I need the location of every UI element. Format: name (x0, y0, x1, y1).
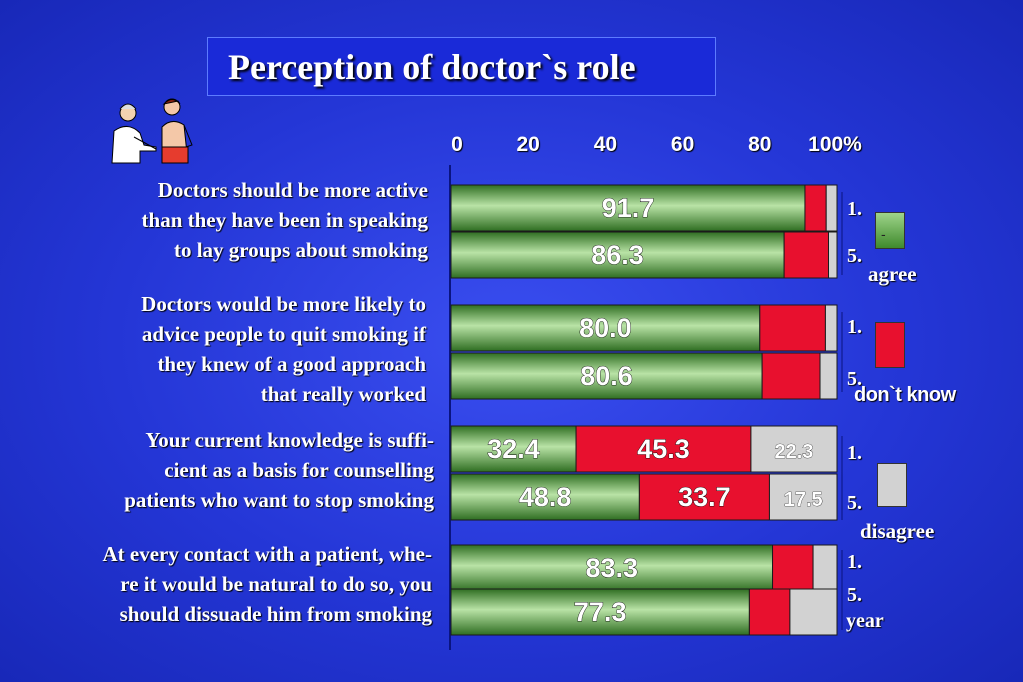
year-label-g4-fifth: 5. (847, 584, 862, 606)
data-label: 48.8 (519, 482, 572, 512)
x-tick-label: 60 (670, 133, 695, 156)
bar-segment-agree (450, 425, 577, 473)
question-label-2: Doctors would be more likely to advice pe… (141, 292, 426, 406)
data-label: 86.3 (591, 240, 644, 270)
x-tick-label: 80 (748, 133, 772, 156)
bar-segment-dont-know (804, 184, 827, 232)
data-label: 80.0 (579, 313, 632, 343)
bar-segment-dont-know (638, 473, 770, 521)
bar-segment-agree (450, 184, 806, 232)
bar-segment-dont-know (575, 425, 752, 473)
year-label-g3-fifth: 5. (847, 492, 862, 514)
data-label: 22.3 (774, 441, 813, 463)
year-label-g3-first: 1. (847, 442, 862, 464)
data-label: 45.3 (637, 434, 690, 464)
legend-agree-mark: - (881, 226, 886, 242)
bar-segment-agree (450, 231, 785, 279)
bar-segment-dont-know (761, 352, 821, 400)
legend-swatch-dont-know (875, 322, 905, 368)
x-tick-label: 100% (808, 133, 862, 156)
data-label: 83.3 (585, 553, 638, 583)
x-tick-label: 20 (516, 133, 540, 156)
bar-segment-disagree (812, 544, 838, 592)
legend-swatch-agree (875, 212, 905, 249)
year-label-g1-first: 1. (847, 198, 862, 220)
legend-label-dont-know: don`t know (854, 384, 956, 406)
year-label-g2-fifth: 5. (847, 368, 862, 390)
bar-segment-disagree (750, 425, 838, 473)
doctor-patient-illustration (111, 98, 193, 164)
page-title: Perception of doctor`s role (228, 47, 636, 87)
bar-segment-disagree (828, 231, 838, 279)
bar-segment-agree (450, 304, 761, 352)
x-tick-label: 0 (451, 133, 463, 156)
bar-segment-disagree (819, 352, 838, 400)
bar-segment-agree (450, 473, 640, 521)
data-label: 33.7 (678, 482, 731, 512)
title-box: Perception of doctor`s role (207, 37, 716, 96)
bar-segment-dont-know (748, 588, 791, 636)
data-label: 17.5 (784, 489, 823, 511)
question-label-1: Doctors should be more active than they h… (141, 178, 428, 262)
bar-segment-dont-know (783, 231, 830, 279)
data-label: 80.6 (580, 361, 633, 391)
data-label: 77.3 (574, 597, 627, 627)
legend-swatch-disagree (877, 463, 907, 507)
bar-segment-disagree (789, 588, 838, 636)
x-tick-label: 40 (593, 133, 618, 156)
bar-segment-disagree (768, 473, 838, 521)
question-label-4: At every contact with a patient, whe-re … (102, 542, 432, 626)
question-label-3: Your current knowledge is suffi-cient as… (124, 428, 434, 512)
bar-segment-agree (450, 352, 763, 400)
bar-segment-disagree (824, 304, 838, 352)
legend-label-agree: agree (868, 262, 917, 286)
bar-segment-dont-know (772, 544, 814, 592)
bar-segment-dont-know (759, 304, 826, 352)
data-label: 91.7 (602, 193, 655, 223)
data-label: 32.4 (487, 434, 540, 464)
year-label-g4-first: 1. (847, 551, 862, 573)
year-label-g2-first: 1. (847, 316, 862, 338)
bar-segment-agree (450, 588, 750, 636)
bar-segment-disagree (825, 184, 838, 232)
year-label-g1-fifth: 5. (847, 245, 862, 267)
year-word-label: year (846, 610, 884, 632)
legend-label-disagree: disagree (860, 519, 935, 543)
